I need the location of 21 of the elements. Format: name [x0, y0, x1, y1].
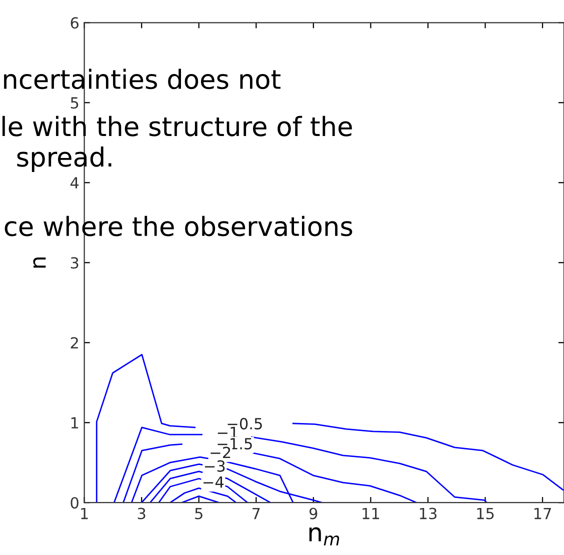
- x-tick-label: 13: [420, 508, 436, 520]
- x-tick-label: 7: [252, 508, 260, 520]
- x-axis-title: n$_{m}$: [309, 527, 340, 546]
- annotation: −3: [204, 460, 225, 472]
- x-tick-label: 15: [477, 508, 494, 520]
- y-tick-label: 0: [70, 497, 78, 509]
- y-tick-label: 2: [70, 337, 78, 348]
- y-tick-label: 6: [70, 17, 78, 29]
- x-tick-label: 1: [81, 508, 88, 520]
- x-tick-label: 11: [362, 508, 380, 520]
- y-tick-label: 5: [70, 97, 78, 109]
- y-tick-label: 3: [70, 257, 78, 269]
- annotation: −4: [204, 476, 224, 488]
- x-tick-label: 3: [138, 508, 146, 520]
- x-tick-label: 17: [534, 508, 551, 520]
- y-axis-title: n: [33, 257, 46, 268]
- x-tick-label: 9: [310, 508, 318, 520]
- y-tick-label: 4: [70, 177, 79, 188]
- x-tick-label: 5: [195, 508, 202, 520]
- y-tick-label: 1: [71, 417, 78, 428]
- line-series: [170, 488, 237, 503]
